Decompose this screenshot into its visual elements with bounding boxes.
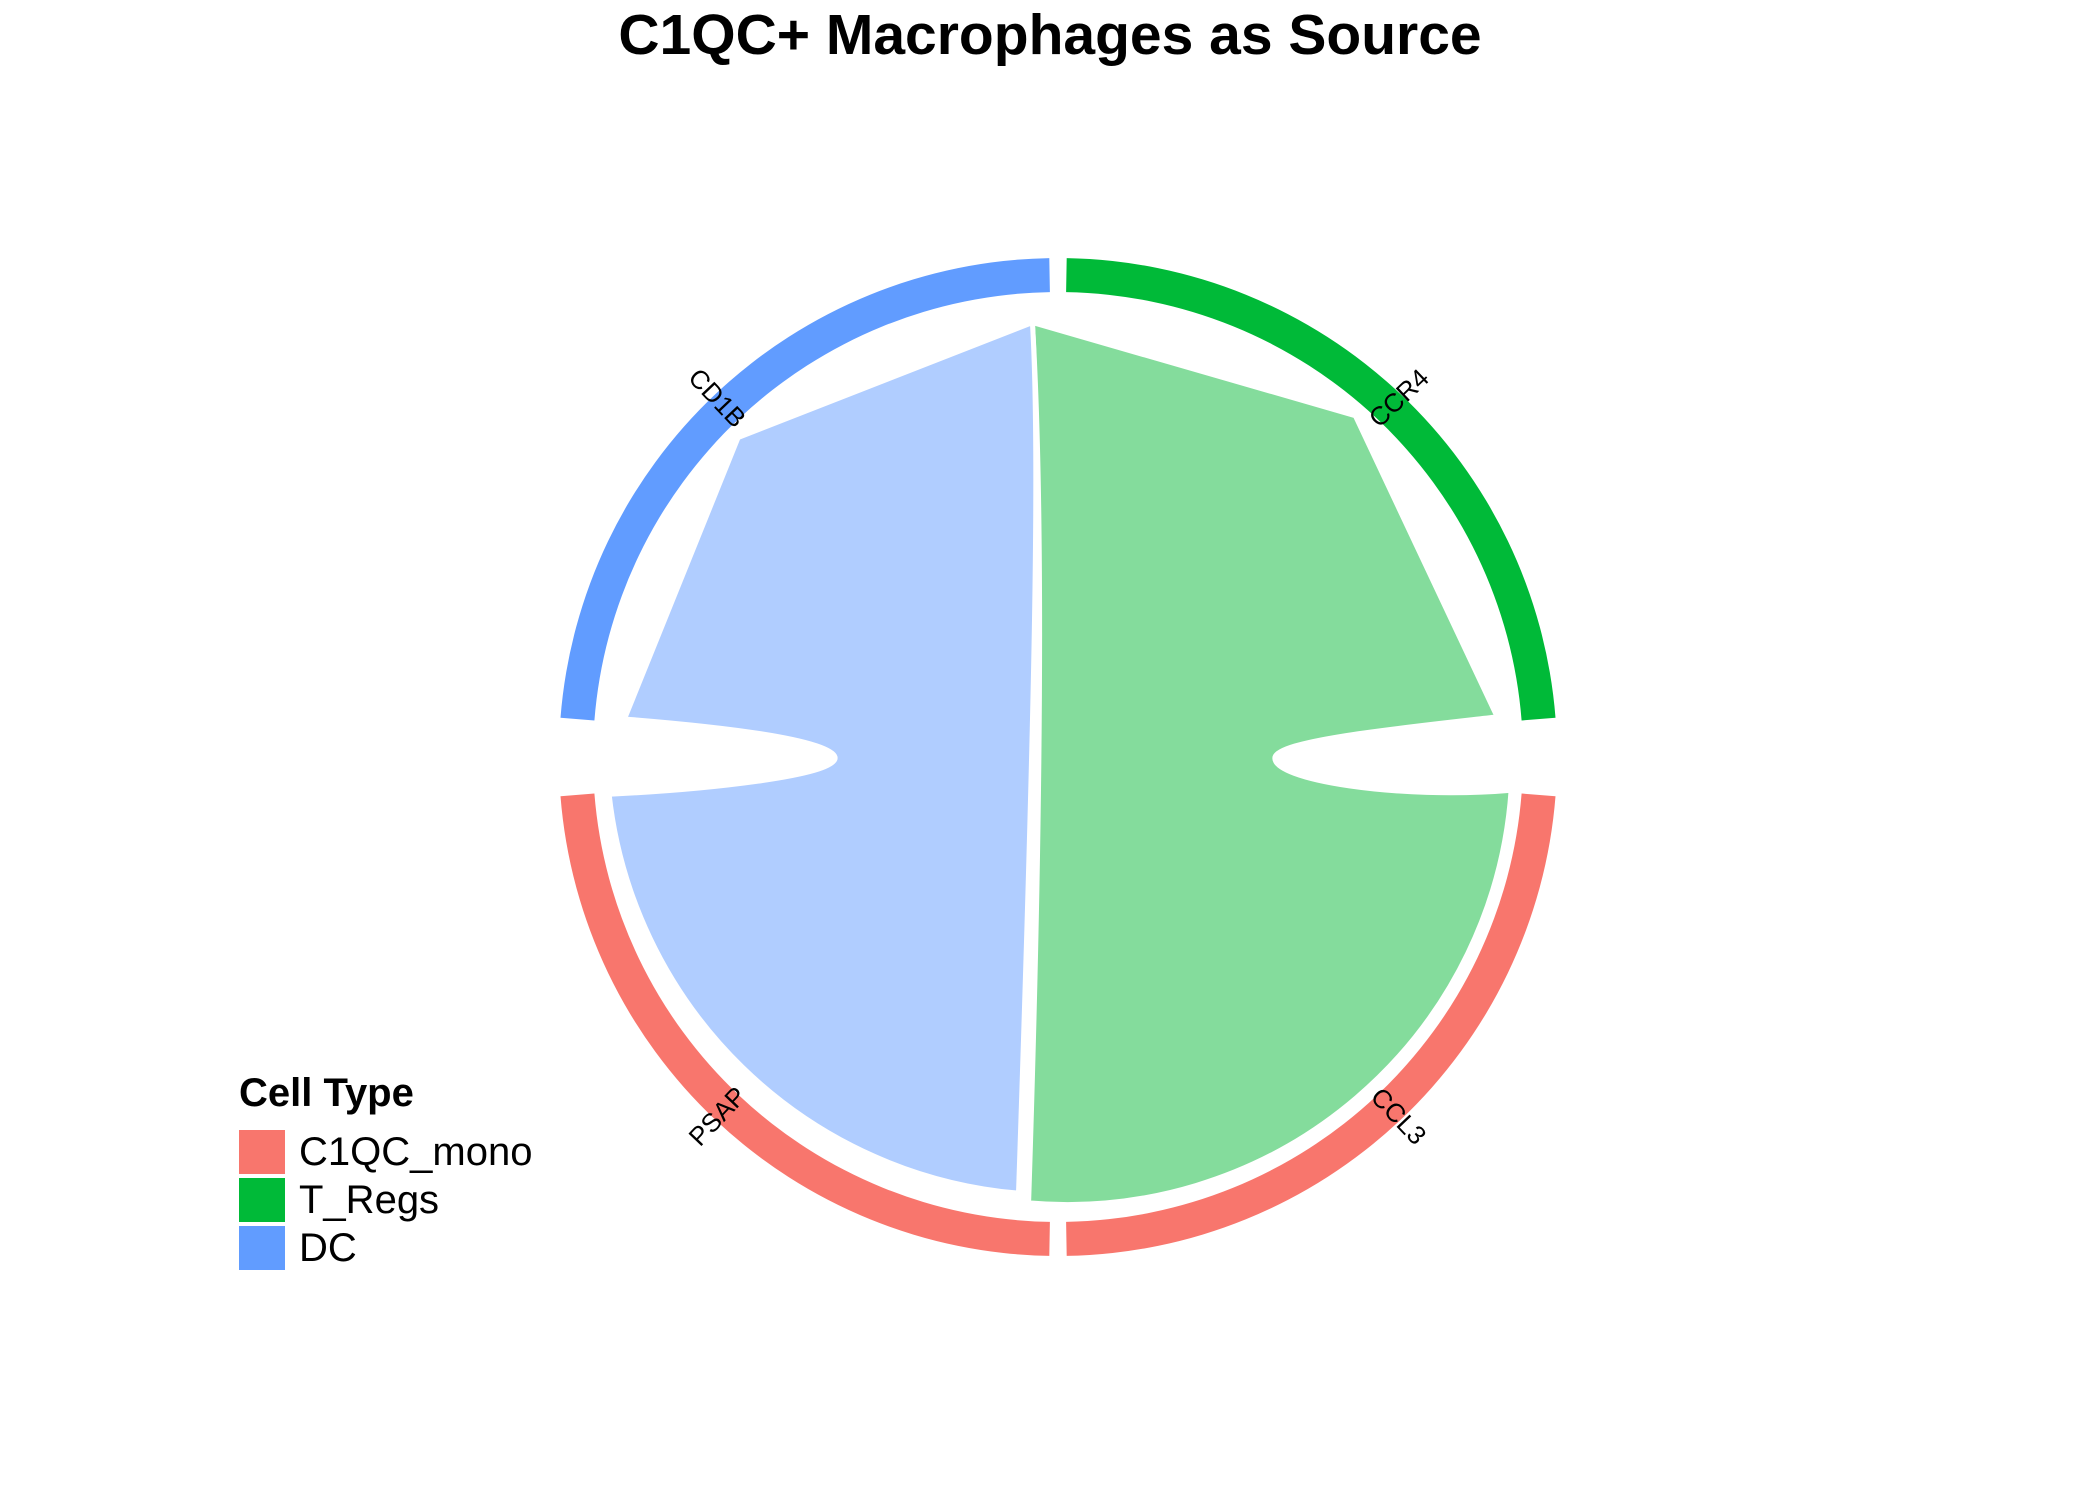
- sector-arc-ccr4: [1066, 258, 1556, 721]
- legend: Cell Type C1QC_mono T_Regs DC: [239, 1070, 532, 1272]
- legend-swatch: [239, 1178, 285, 1222]
- legend-swatch: [239, 1226, 285, 1270]
- chart-title: C1QC+ Macrophages as Source: [618, 3, 1482, 67]
- sector-arc-psap: [560, 793, 1050, 1256]
- legend-label: DC: [299, 1225, 357, 1270]
- legend-item: T_Regs: [239, 1176, 532, 1224]
- sector-arc-cd1b: [560, 258, 1050, 721]
- sector-arc-ccl3: [1066, 793, 1556, 1256]
- link-ccl3-ccr4: [1026, 320, 1514, 1208]
- legend-items: C1QC_mono T_Regs DC: [239, 1128, 532, 1272]
- legend-label: C1QC_mono: [299, 1129, 533, 1174]
- legend-item: DC: [239, 1224, 532, 1272]
- link-psap-cd1b: [606, 320, 1039, 1196]
- legend-label: T_Regs: [299, 1177, 440, 1222]
- legend-swatch: [239, 1130, 285, 1174]
- legend-title: Cell Type: [239, 1071, 414, 1115]
- legend-item: C1QC_mono: [239, 1128, 532, 1176]
